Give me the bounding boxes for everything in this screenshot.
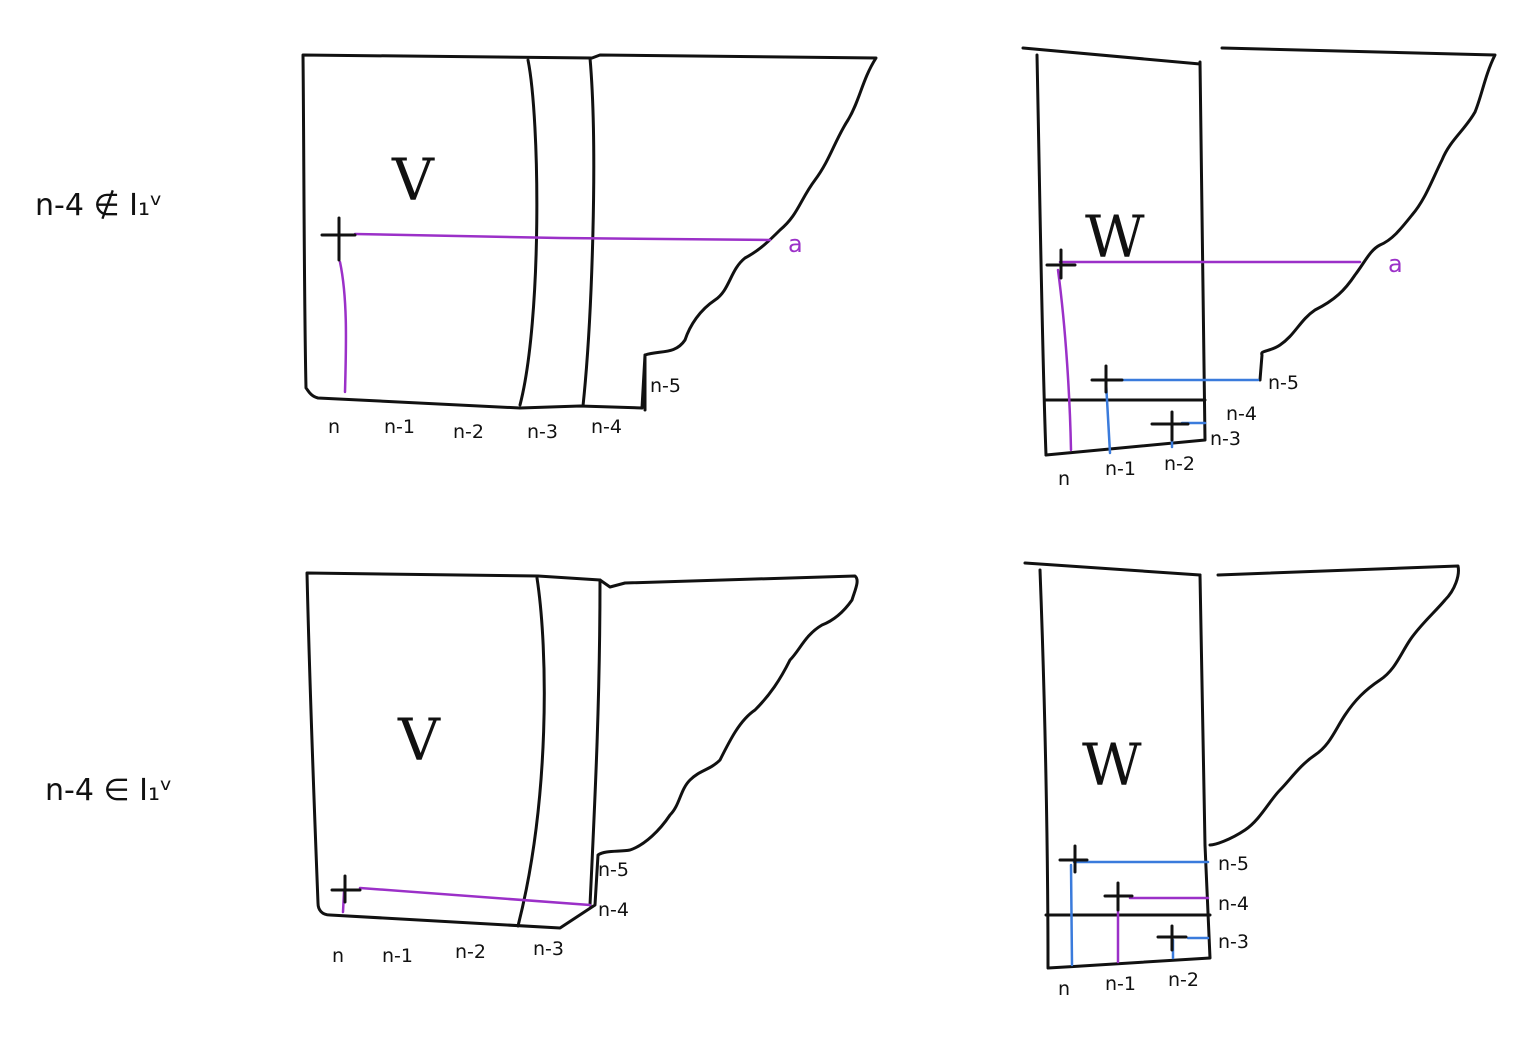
step-label: n-5: [1218, 853, 1249, 875]
column-divider: [1046, 573, 1212, 970]
column-label: n-1: [1105, 458, 1136, 480]
panel-top-right: W a n-5 n-4 n-3 n n-1 n-2: [1021, 46, 1497, 490]
step-label: n-4: [598, 899, 629, 921]
arm-line: [358, 886, 592, 907]
partition-outline: [1021, 46, 1497, 382]
column-label: n-2: [453, 421, 484, 443]
panel-top-left: V a n-5 n n-1 n-2 n-3 n-4: [301, 53, 878, 443]
panel-symbol: W: [1082, 731, 1142, 799]
step-label: n-4: [1226, 403, 1257, 425]
column-label: n-1: [1105, 973, 1136, 995]
partition-outline: [1023, 561, 1460, 847]
panel-symbol: V: [397, 706, 441, 774]
column-divider: [1038, 568, 1050, 969]
column-divider: [588, 578, 602, 907]
leg-line: [1056, 268, 1073, 452]
column-label: n: [332, 945, 344, 967]
column-label: n-1: [384, 416, 415, 438]
cross-mark: [330, 874, 362, 904]
cross-mark: [1090, 364, 1124, 394]
step-label: n-3: [1210, 428, 1241, 450]
cross-mark: [1058, 844, 1089, 874]
row-label-bottom: n-4 ∈ I₁ᵛ: [45, 773, 173, 808]
partition-outline: [301, 53, 878, 410]
column-label: n-4: [591, 416, 622, 438]
panel-symbol: V: [391, 146, 435, 214]
cross-mark: [1103, 881, 1134, 912]
column-label: n: [328, 416, 340, 438]
column-label: n-2: [1168, 969, 1199, 991]
panel-bottom-left: V n-5 n-4 n n-1 n-2 n-3: [305, 571, 859, 967]
column-label: n-2: [1164, 453, 1195, 475]
column-label: n: [1058, 468, 1070, 490]
leg-line: [1104, 380, 1112, 455]
column-divider: [1044, 60, 1207, 457]
step-label: n-3: [1218, 931, 1249, 953]
column-divider: [581, 56, 596, 408]
column-label: n-3: [533, 938, 564, 960]
cross-mark: [1156, 924, 1188, 952]
panel-bottom-right: W n-5 n-4 n-3 n n-1 n-2: [1023, 561, 1460, 1000]
cross-mark: [1045, 248, 1077, 280]
column-divider: [518, 58, 539, 407]
column-divider: [1035, 53, 1048, 457]
column-divider: [516, 576, 546, 928]
leg-line: [338, 260, 348, 394]
cross-mark: [320, 216, 357, 262]
panel-symbol: W: [1085, 203, 1145, 271]
arm-line: [353, 232, 772, 242]
step-label: n-4: [1218, 893, 1249, 915]
step-label: n-5: [650, 375, 681, 397]
leg-line: [1069, 863, 1074, 967]
partition-outline: [305, 571, 859, 930]
column-label: n-1: [382, 945, 413, 967]
row-label-a: a: [788, 230, 803, 258]
cross-mark: [1150, 410, 1190, 442]
column-label: n-2: [455, 941, 486, 963]
row-label-a: a: [1388, 250, 1403, 278]
column-label: n: [1058, 978, 1070, 1000]
step-label: n-5: [598, 859, 629, 881]
step-label: n-5: [1268, 372, 1299, 394]
column-label: n-3: [527, 421, 558, 443]
row-label-top: n-4 ∉ I₁ᵛ: [35, 188, 163, 223]
